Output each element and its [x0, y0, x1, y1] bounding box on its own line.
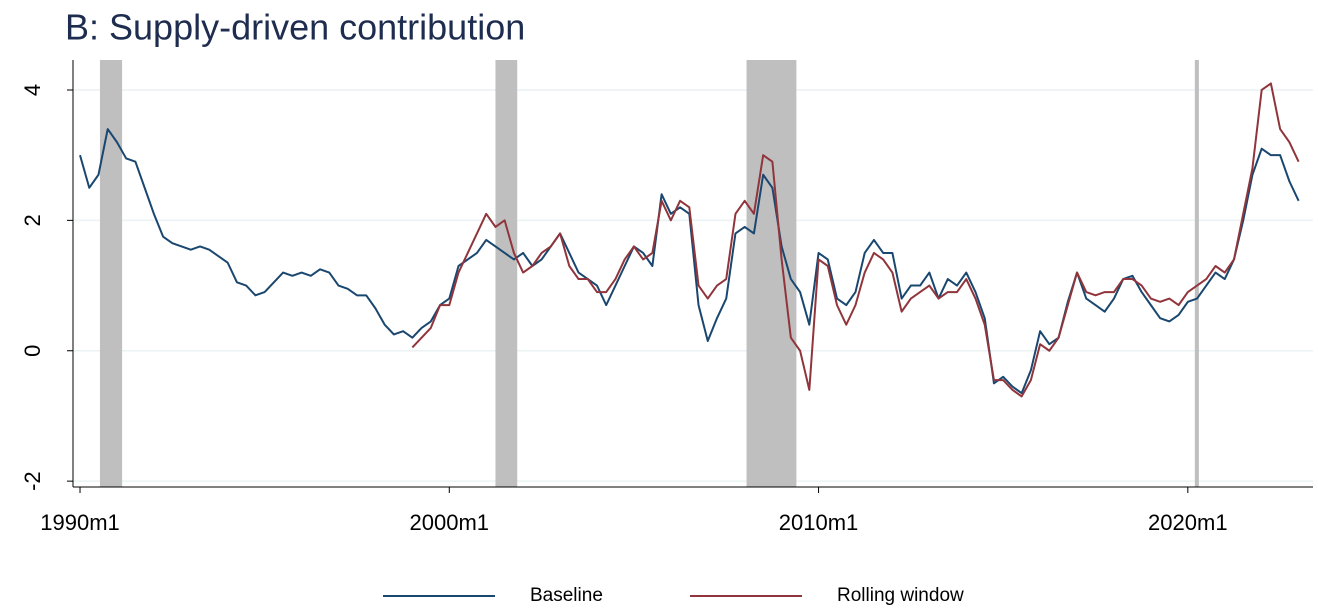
shaded-period [746, 60, 797, 487]
legend-label: Baseline [530, 585, 603, 606]
x-tick-label: 1990m1 [40, 510, 120, 535]
legend-label: Rolling window [837, 585, 964, 606]
y-tick-label: 4 [20, 84, 45, 96]
y-tick-label: -2 [20, 471, 45, 491]
y-tick-label: 0 [20, 345, 45, 357]
shaded-period [99, 60, 123, 487]
data-line [411, 82, 1300, 398]
chart-title: B: Supply-driven contribution [65, 7, 525, 48]
x-tick-label: 2000m1 [410, 510, 490, 535]
data-line [79, 128, 1300, 395]
y-tick-label: 2 [20, 214, 45, 226]
x-tick-label: 2010m1 [779, 510, 859, 535]
shaded-period [1194, 60, 1199, 487]
x-tick-label: 2020m1 [1148, 510, 1228, 535]
shaded-period [495, 60, 518, 487]
